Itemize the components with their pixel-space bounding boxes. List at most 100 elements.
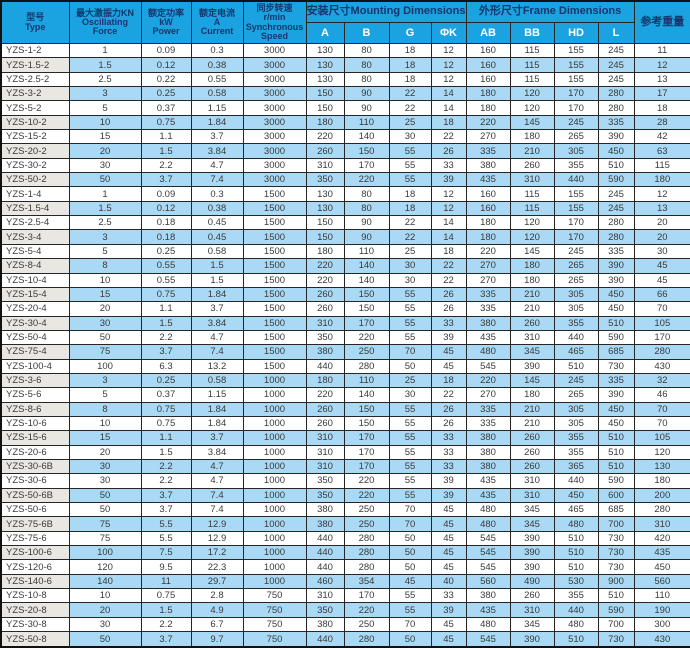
value-cell: 12 — [430, 186, 467, 202]
value-cell: 245 — [597, 200, 635, 217]
value-cell: 115 — [509, 57, 555, 73]
value-cell: 1500 — [242, 272, 307, 288]
value-cell: 0.25 — [140, 372, 192, 389]
value-cell: 250 — [343, 516, 390, 532]
value-cell: 5.5 — [140, 516, 192, 532]
value-cell: 2.2 — [140, 616, 192, 633]
value-cell: 435 — [465, 602, 511, 618]
group-header-mounting-dimensions: 安装尺寸Mounting Dimensions — [305, 0, 467, 23]
value-cell: 510 — [553, 545, 599, 561]
value-cell: 18 — [430, 372, 467, 389]
model-type-cell: YZS-30-6 — [0, 473, 70, 489]
value-cell: 30 — [68, 458, 142, 475]
value-cell: 42 — [633, 129, 690, 145]
value-cell: 3.7 — [140, 631, 192, 648]
value-cell: 26 — [430, 301, 467, 317]
value-cell: 140 — [68, 573, 142, 590]
value-cell: 5 — [68, 243, 142, 260]
value-cell: 140 — [343, 129, 390, 145]
value-cell: 510 — [597, 315, 635, 331]
value-cell: 430 — [633, 358, 690, 374]
value-cell: 560 — [633, 573, 690, 590]
value-cell: 465 — [553, 501, 599, 518]
model-type-cell: YZS-75-4 — [0, 344, 70, 360]
model-type-cell: YZS-50-6B — [0, 487, 70, 504]
value-cell: 90 — [343, 86, 390, 102]
value-cell: 18 — [633, 100, 690, 116]
value-cell: 1000 — [242, 530, 307, 547]
value-cell: 450 — [597, 415, 635, 432]
value-cell: 0.38 — [190, 200, 244, 217]
table-row: YZS-10-4 10 0.55 1.5 1500 220 140 30 22 270 180 265… — [0, 272, 690, 288]
value-cell: 20 — [633, 215, 690, 231]
value-cell: 55 — [388, 401, 432, 417]
value-cell: 6.3 — [140, 358, 192, 374]
value-cell: 0.38 — [190, 57, 244, 73]
value-cell: 180 — [305, 114, 345, 131]
value-cell: 355 — [553, 588, 599, 604]
value-cell: 55 — [388, 415, 432, 432]
value-cell: 2.8 — [190, 588, 244, 604]
value-cell: 33 — [430, 430, 467, 446]
value-cell: 3.7 — [140, 501, 192, 518]
value-cell: 245 — [597, 57, 635, 73]
table-row: YZS-75-4 75 3.7 7.4 1500 380 250 70 45 480 345 465 6… — [0, 344, 690, 360]
model-type-cell: YZS-20-4 — [0, 301, 70, 317]
value-cell: 365 — [553, 458, 599, 475]
value-cell: 350 — [305, 473, 345, 489]
value-cell: 440 — [305, 545, 345, 561]
value-cell: 90 — [343, 229, 390, 245]
value-cell: 450 — [597, 286, 635, 303]
value-cell: 130 — [305, 42, 345, 59]
table-row: YZS-30-6 30 2.2 4.7 1000 350 220 55 39 435 310 440 5… — [0, 473, 690, 489]
value-cell: 600 — [597, 487, 635, 504]
value-cell: 17 — [633, 86, 690, 102]
value-cell: 335 — [465, 415, 511, 432]
value-cell: 170 — [553, 86, 599, 102]
value-cell: 510 — [597, 444, 635, 460]
value-cell: 33 — [430, 315, 467, 331]
value-cell: 305 — [553, 301, 599, 317]
value-cell: 8 — [68, 401, 142, 417]
value-cell: 440 — [305, 631, 345, 648]
value-cell: 1 — [68, 42, 142, 59]
value-cell: 110 — [343, 372, 390, 389]
value-cell: 7.4 — [190, 487, 244, 504]
value-cell: 440 — [553, 329, 599, 346]
value-cell: 70 — [388, 516, 432, 532]
value-cell: 10 — [68, 272, 142, 288]
value-cell: 310 — [509, 329, 555, 346]
value-cell: 70 — [388, 344, 432, 360]
value-cell: 12 — [633, 57, 690, 73]
value-cell: 10 — [68, 588, 142, 604]
value-cell: 440 — [305, 530, 345, 547]
value-cell: 3.7 — [190, 430, 244, 446]
value-cell: 140 — [343, 258, 390, 274]
value-cell: 5.5 — [140, 530, 192, 547]
value-cell: 120 — [509, 229, 555, 245]
table-row: YZS-20-2 20 1.5 3.84 3000 260 150 55 26 335 210 305… — [0, 143, 690, 159]
value-cell: 170 — [343, 444, 390, 460]
value-cell: 345 — [509, 516, 555, 532]
table-row: YZS-30-4 30 1.5 3.84 1500 310 170 55 33 380 260 355… — [0, 315, 690, 331]
value-cell: 1.5 — [190, 272, 244, 288]
value-cell: 245 — [597, 71, 635, 88]
value-cell: 14 — [430, 215, 467, 231]
table-row: YZS-8-4 8 0.55 1.5 1500 220 140 30 22 270 180 265 39… — [0, 258, 690, 274]
table-row: YZS-2.5-2 2.5 0.22 0.55 3000 130 80 18 12 160 115 1… — [0, 71, 690, 88]
value-cell: 50 — [68, 487, 142, 504]
value-cell: 120 — [68, 559, 142, 575]
value-cell: 1000 — [242, 501, 307, 518]
value-cell: 7.4 — [190, 172, 244, 188]
value-cell: 115 — [633, 157, 690, 174]
value-cell: 750 — [242, 602, 307, 618]
value-cell: 270 — [465, 129, 511, 145]
value-cell: 75 — [68, 344, 142, 360]
value-cell: 0.37 — [140, 387, 192, 403]
value-cell: 45 — [430, 530, 467, 547]
value-cell: 155 — [553, 186, 599, 202]
value-cell: 3.7 — [140, 487, 192, 504]
value-cell: 390 — [509, 358, 555, 374]
value-cell: 180 — [465, 215, 511, 231]
value-cell: 0.75 — [140, 286, 192, 303]
